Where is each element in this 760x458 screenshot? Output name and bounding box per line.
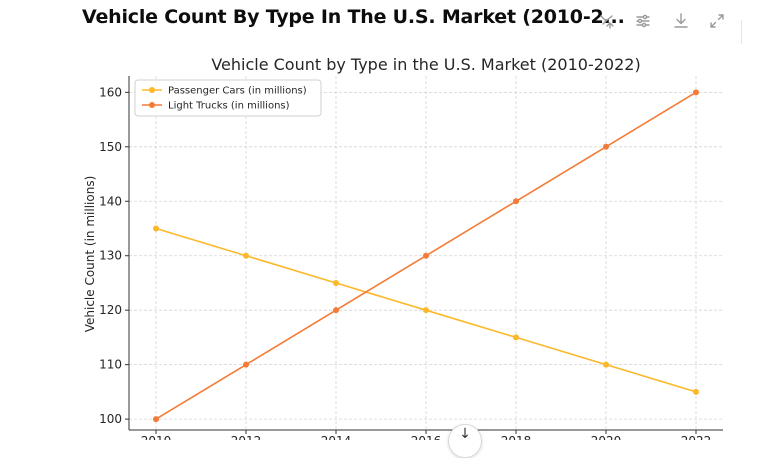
chart-type-button[interactable] bbox=[596, 10, 618, 32]
x-tick-label: 2012 bbox=[231, 434, 262, 440]
data-point bbox=[153, 225, 159, 232]
data-point bbox=[693, 89, 699, 96]
y-tick-label: 140 bbox=[99, 194, 122, 208]
data-point bbox=[423, 307, 429, 314]
data-point bbox=[423, 252, 429, 259]
y-tick-label: 130 bbox=[99, 249, 122, 263]
legend-swatch-marker bbox=[149, 102, 155, 108]
download-button[interactable] bbox=[670, 10, 692, 32]
chart-card: Vehicle Count by Type in the U.S. Market… bbox=[0, 44, 760, 448]
expand-icon bbox=[710, 14, 724, 28]
legend-box bbox=[134, 79, 322, 117]
x-tick-label: 2018 bbox=[501, 434, 532, 440]
download-icon bbox=[674, 13, 688, 28]
data-point bbox=[243, 361, 249, 368]
data-point bbox=[603, 143, 609, 150]
legend-label: Passenger Cars (in millions) bbox=[168, 86, 307, 97]
y-ticks: 100 110 120 130 140 150 160 bbox=[99, 85, 129, 426]
data-point bbox=[333, 307, 339, 314]
x-tick-label: 2014 bbox=[321, 434, 352, 440]
data-point bbox=[513, 334, 519, 341]
y-tick-label: 100 bbox=[99, 412, 122, 426]
filter-icon bbox=[636, 14, 650, 28]
y-tick-label: 160 bbox=[99, 85, 122, 99]
x-tick-label: 2016 bbox=[411, 434, 442, 440]
chart-title: Vehicle Count by Type in the U.S. Market… bbox=[211, 55, 640, 74]
filter-button[interactable] bbox=[632, 10, 654, 32]
line-chart: Vehicle Count by Type in the U.S. Market… bbox=[83, 55, 723, 448]
legend[interactable]: Passenger Cars (in millions) Light Trucks… bbox=[134, 79, 322, 117]
data-point bbox=[693, 388, 699, 395]
x-tick-label: 2020 bbox=[591, 434, 622, 440]
data-point bbox=[333, 279, 339, 286]
y-tick-label: 120 bbox=[99, 303, 122, 317]
series-group bbox=[153, 89, 699, 423]
x-tick-label: 2010 bbox=[141, 434, 172, 440]
expand-button[interactable] bbox=[706, 10, 728, 32]
x-tick-label: 2022 bbox=[681, 434, 712, 440]
x-ticks: 2010 2012 2014 2016 2018 2020 2022 bbox=[141, 430, 712, 448]
chart-header: Vehicle Count By Type In The U.S. Market… bbox=[0, 0, 760, 44]
data-point bbox=[603, 361, 609, 368]
y-tick-label: 150 bbox=[99, 140, 122, 154]
legend-label: Light Trucks (in millions) bbox=[168, 101, 290, 112]
legend-swatch-marker bbox=[149, 87, 155, 93]
y-tick-label: 110 bbox=[99, 358, 122, 372]
data-point bbox=[243, 252, 249, 259]
scroll-down-button[interactable]: ↓ bbox=[448, 424, 482, 458]
chart-header-title: Vehicle Count By Type In The U.S. Market… bbox=[82, 6, 625, 28]
data-point bbox=[513, 198, 519, 205]
arrow-down-icon: ↓ bbox=[459, 426, 471, 442]
chart-type-icon bbox=[600, 15, 614, 29]
data-point bbox=[153, 416, 159, 423]
y-axis-label: Vehicle Count (in millions) bbox=[83, 176, 97, 333]
